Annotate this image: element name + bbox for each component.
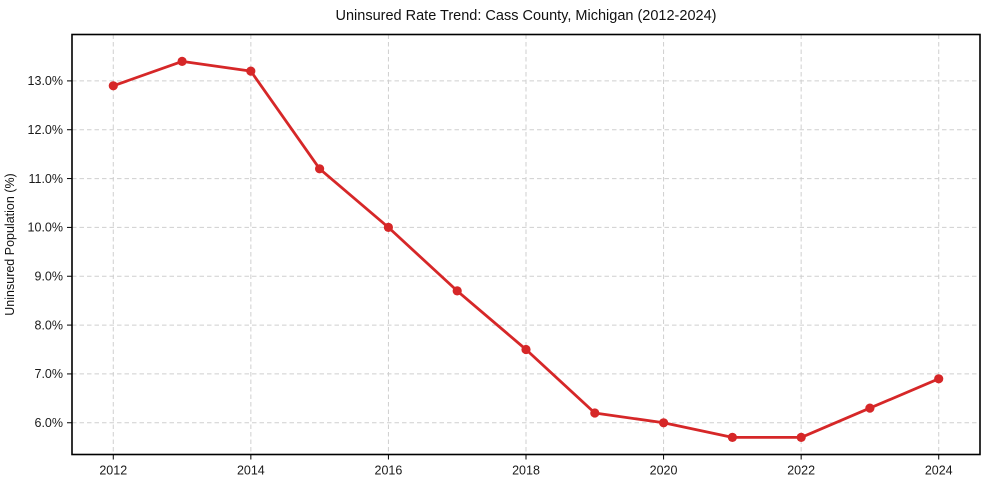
x-tick-label: 2018 bbox=[512, 464, 540, 478]
data-point bbox=[727, 432, 738, 442]
x-tick-label: 2012 bbox=[99, 464, 127, 478]
x-tick-label: 2024 bbox=[925, 464, 953, 478]
y-tick-label: 13.0% bbox=[28, 74, 63, 88]
x-tick-label: 2014 bbox=[237, 464, 265, 478]
data-point bbox=[177, 56, 187, 66]
x-tick-label: 2016 bbox=[375, 464, 403, 478]
tick-layer: 6.0% 7.0% 8.0% 9.0% 10.0% 11.0% 12.0% 13.0% 2012… bbox=[28, 74, 953, 477]
data-point bbox=[521, 344, 531, 355]
grid-layer bbox=[72, 34, 980, 455]
series-layer bbox=[108, 56, 944, 442]
y-tick-label: 12.0% bbox=[28, 123, 63, 137]
x-tick-label: 2022 bbox=[787, 464, 815, 478]
y-tick-label: 11.0% bbox=[28, 172, 63, 186]
data-point bbox=[934, 374, 944, 384]
y-axis-label: Uninsured Population (%) bbox=[3, 173, 17, 315]
data-point bbox=[865, 403, 875, 413]
x-tick-label: 2020 bbox=[650, 464, 678, 478]
data-point bbox=[452, 286, 462, 296]
y-tick-label: 7.0% bbox=[35, 367, 64, 381]
data-point bbox=[383, 222, 393, 232]
data-point bbox=[315, 164, 325, 174]
data-point bbox=[590, 408, 600, 418]
data-point bbox=[246, 66, 256, 76]
data-point bbox=[108, 81, 118, 91]
data-point bbox=[659, 418, 669, 428]
y-tick-label: 8.0% bbox=[35, 318, 64, 332]
chart-title: Uninsured Rate Trend: Cass County, Michi… bbox=[336, 8, 717, 24]
y-tick-label: 10.0% bbox=[28, 221, 63, 235]
data-point bbox=[796, 432, 806, 442]
plot-border bbox=[71, 33, 981, 456]
y-tick-label: 6.0% bbox=[35, 416, 64, 430]
y-tick-label: 9.0% bbox=[35, 270, 64, 284]
